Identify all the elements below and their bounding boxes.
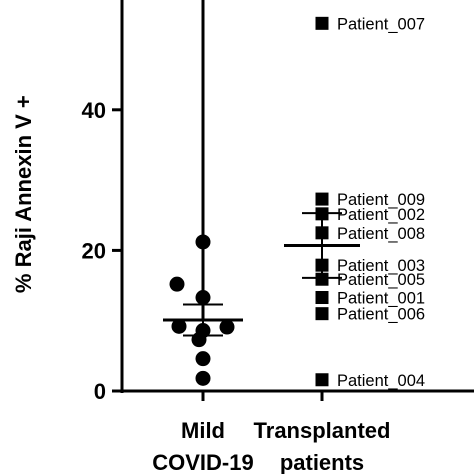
data-point-circle <box>195 351 211 367</box>
chart-labels: 0 20 40 % Raji Annexin V + Mild COVID-19Trans… <box>11 15 425 474</box>
y-tick-label: 40 <box>82 98 106 123</box>
data-point-circle <box>195 370 211 386</box>
data-point-square <box>315 258 329 272</box>
y-axis-label: % Raji Annexin V + <box>11 95 36 293</box>
point-label: Patient_008 <box>337 225 425 243</box>
x-category-label: Mild <box>181 418 225 443</box>
data-point-square <box>315 226 329 240</box>
axes <box>112 0 474 401</box>
point-label: Patient_003 <box>337 257 425 275</box>
point-label: Patient_009 <box>337 191 425 209</box>
data-point-circle <box>191 332 207 348</box>
point-label: Patient_001 <box>337 290 425 308</box>
point-label: Patient_004 <box>337 372 425 390</box>
data-point-circle <box>219 319 235 335</box>
data-point-circle <box>195 290 211 306</box>
data-point-square <box>315 307 329 321</box>
data-point-square <box>315 207 329 221</box>
data-point-square <box>315 192 329 206</box>
data-point-square <box>315 16 329 30</box>
y-tick-label: 0 <box>94 379 106 404</box>
data-point-square <box>315 373 329 387</box>
data-point-circle <box>169 276 185 292</box>
y-tick-label: 20 <box>82 238 106 263</box>
data-marks <box>163 0 360 387</box>
data-point-circle <box>171 318 187 334</box>
point-label: Patient_006 <box>337 306 425 324</box>
point-label: Patient_002 <box>337 206 425 224</box>
data-point-square <box>315 272 329 286</box>
point-label: Patient_005 <box>337 271 425 289</box>
data-point-square <box>315 291 329 305</box>
x-category-label: patients <box>280 450 364 474</box>
data-point-circle <box>195 234 211 250</box>
x-category-label: COVID-19 <box>152 450 253 474</box>
x-category-label: Transplanted <box>254 418 391 443</box>
point-label: Patient_007 <box>337 15 425 33</box>
